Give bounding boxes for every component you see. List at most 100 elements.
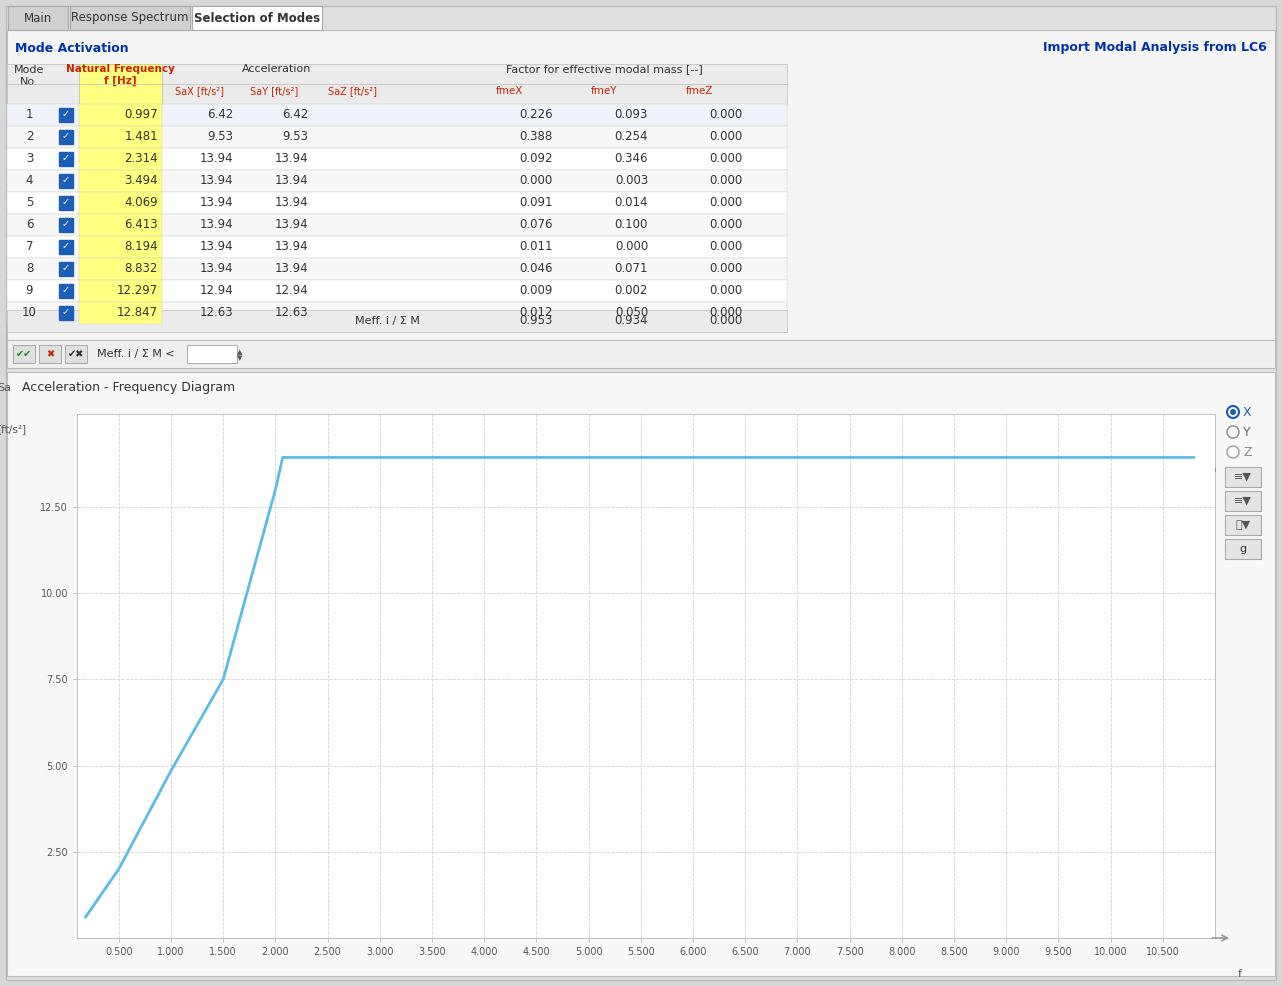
Text: ≡▼: ≡▼ — [1235, 496, 1253, 506]
Text: 0.000: 0.000 — [710, 285, 744, 298]
Text: f: f — [1237, 969, 1242, 979]
Bar — [6, 280, 787, 302]
Text: 0.226: 0.226 — [519, 108, 553, 121]
Text: ▲: ▲ — [237, 349, 242, 355]
Bar — [6, 30, 1276, 350]
Bar — [79, 280, 162, 302]
Bar — [6, 236, 787, 258]
Text: 0.003: 0.003 — [615, 175, 647, 187]
Bar — [1226, 467, 1261, 487]
Text: 0.002: 0.002 — [614, 285, 647, 298]
Text: 0.014: 0.014 — [614, 196, 647, 209]
Text: 0.000: 0.000 — [710, 196, 744, 209]
Text: 0.000: 0.000 — [615, 241, 647, 253]
Text: 13.94: 13.94 — [274, 196, 308, 209]
Text: 9.53: 9.53 — [206, 130, 233, 144]
Bar — [59, 108, 73, 122]
Bar — [79, 214, 162, 236]
Text: 2.314: 2.314 — [124, 153, 158, 166]
Text: 12.847: 12.847 — [117, 307, 158, 319]
Text: 0.934: 0.934 — [614, 315, 647, 327]
Bar — [6, 310, 787, 332]
Bar — [59, 130, 73, 144]
Text: Import Modal Analysis from LC6: Import Modal Analysis from LC6 — [1044, 41, 1267, 54]
Text: Y: Y — [1244, 426, 1251, 439]
Text: 4.069: 4.069 — [124, 196, 158, 209]
Bar — [187, 345, 237, 363]
Text: 13.94: 13.94 — [274, 175, 308, 187]
Text: 12.94: 12.94 — [274, 285, 308, 298]
Text: ✓: ✓ — [62, 109, 69, 119]
Text: SaY [ft/s²]: SaY [ft/s²] — [250, 86, 299, 96]
Text: Selection of Modes: Selection of Modes — [194, 12, 320, 25]
Text: ≡▼: ≡▼ — [1235, 472, 1253, 482]
Text: 0.012: 0.012 — [519, 307, 553, 319]
Text: 5: 5 — [26, 196, 33, 209]
Text: 0.071: 0.071 — [614, 262, 647, 275]
Bar — [6, 64, 787, 104]
Bar — [79, 258, 162, 280]
Bar — [6, 170, 787, 192]
Text: 13.94: 13.94 — [200, 175, 233, 187]
Text: ✓: ✓ — [62, 175, 69, 185]
Text: 7: 7 — [26, 241, 33, 253]
Text: Response Spectrum: Response Spectrum — [72, 12, 188, 25]
Text: No.: No. — [21, 77, 38, 87]
Text: 12.63: 12.63 — [274, 307, 308, 319]
Bar — [6, 302, 787, 324]
Bar — [192, 6, 322, 30]
Text: 6: 6 — [26, 219, 33, 232]
Bar — [6, 104, 787, 126]
Text: ✔✖: ✔✖ — [68, 349, 85, 359]
Bar — [79, 192, 162, 214]
Text: 0.000: 0.000 — [519, 175, 553, 187]
Text: 0.046: 0.046 — [519, 262, 553, 275]
Text: ✓: ✓ — [62, 241, 69, 251]
Bar — [59, 152, 73, 166]
Text: 0.000: 0.000 — [710, 262, 744, 275]
Text: 8.194: 8.194 — [124, 241, 158, 253]
Text: SaZ [ft/s²]: SaZ [ft/s²] — [327, 86, 377, 96]
Bar — [59, 284, 73, 298]
Text: 0.000: 0.000 — [710, 241, 744, 253]
Bar — [71, 6, 190, 30]
Text: 2: 2 — [26, 130, 33, 144]
Text: ✓: ✓ — [62, 307, 69, 317]
Text: 4: 4 — [26, 175, 33, 187]
Text: [ft/s²]: [ft/s²] — [0, 425, 27, 435]
Text: 3.494: 3.494 — [124, 175, 158, 187]
Text: X: X — [1244, 405, 1251, 418]
Bar — [79, 148, 162, 170]
Bar — [6, 258, 787, 280]
Text: Meff. i / Σ M <: Meff. i / Σ M < — [97, 349, 174, 359]
Text: 0.953: 0.953 — [519, 315, 553, 327]
Text: ✓: ✓ — [62, 131, 69, 141]
Text: Natural Frequency: Natural Frequency — [67, 64, 174, 74]
Text: 13.94: 13.94 — [274, 262, 308, 275]
Text: 13.94: 13.94 — [200, 241, 233, 253]
Bar — [13, 345, 35, 363]
Text: 0.000: 0.000 — [710, 307, 744, 319]
Text: 13.94: 13.94 — [200, 196, 233, 209]
Bar — [6, 214, 787, 236]
Text: 0.388: 0.388 — [519, 130, 553, 144]
Text: Acceleration - Frequency Diagram: Acceleration - Frequency Diagram — [22, 382, 235, 394]
Text: 0.011: 0.011 — [519, 241, 553, 253]
Text: 6.42: 6.42 — [206, 108, 233, 121]
Text: 0.093: 0.093 — [614, 108, 647, 121]
Text: SaX [ft/s²]: SaX [ft/s²] — [176, 86, 224, 96]
Bar — [79, 236, 162, 258]
Bar — [6, 192, 787, 214]
Text: 9: 9 — [26, 285, 33, 298]
Text: g: g — [1240, 544, 1246, 554]
Text: 🖨▼: 🖨▼ — [1236, 520, 1250, 530]
Text: 0.000: 0.000 — [710, 130, 744, 144]
Text: 12.297: 12.297 — [117, 285, 158, 298]
Bar — [1226, 491, 1261, 511]
Text: 6.42: 6.42 — [282, 108, 308, 121]
Text: Sa: Sa — [0, 383, 12, 393]
Text: Meff. i / Σ M: Meff. i / Σ M — [355, 316, 419, 326]
Text: 0.000: 0.000 — [710, 175, 744, 187]
Text: 0.000: 0.000 — [710, 315, 744, 327]
Bar — [6, 340, 1276, 368]
